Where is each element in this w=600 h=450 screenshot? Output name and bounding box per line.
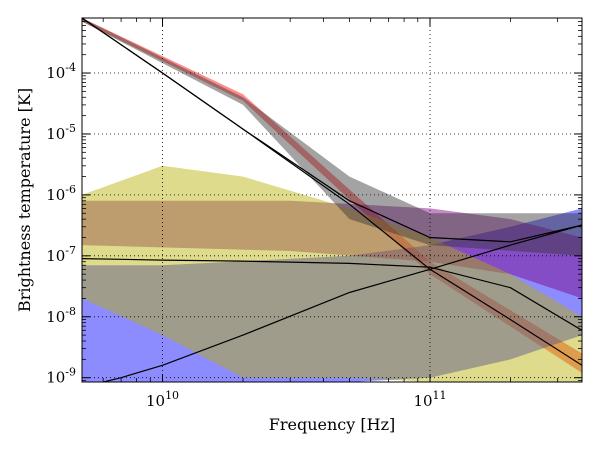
plot-area-background [82,18,582,382]
band-0 [82,18,582,373]
y-tick-label-5: 10-4 [46,61,76,82]
y-tick-label-1: 10-8 [46,305,76,326]
y-tick-label-0: 10-9 [46,366,76,387]
band-1 [82,208,582,382]
x-tick-label-0: 1010 [146,389,179,410]
model-line-1 [82,18,582,366]
y-tick-label-3: 10-6 [46,183,76,204]
model-line-2 [82,258,582,331]
y-axis-label: Brightness temperature [K] [15,88,34,312]
band-4 [82,18,582,256]
grid [82,18,582,382]
model-line-3 [100,224,582,382]
plot-frame [81,17,583,383]
band-2 [82,200,582,299]
band-3 [82,165,582,382]
x-axis-label: Frequency [Hz] [269,415,396,434]
y-tick-label-2: 10-7 [46,244,76,265]
axis-ticks: 1010 1011 10-9 10-8 10-7 10-6 10-5 10-4 [46,18,582,410]
model-lines [82,18,582,382]
x-tick-label-1: 1011 [413,389,446,410]
y-tick-label-4: 10-5 [46,122,76,143]
uncertainty-bands [82,18,582,382]
